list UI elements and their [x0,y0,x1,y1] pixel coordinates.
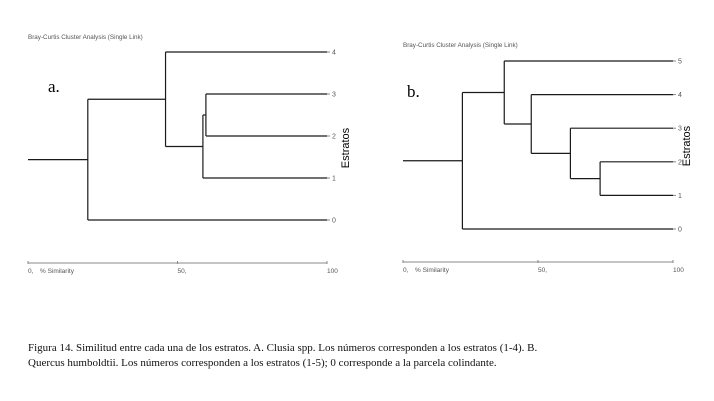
panel-b-ylabel: Estratos [681,125,693,166]
panel-a-x-tick-label: 100 [327,268,338,275]
panel-b-xlabel: % Similarity [415,267,450,274]
panel-a-leaf-label: 1 [332,176,336,183]
panel-b-leaf-label: 1 [678,193,682,200]
panel-a-leaf-label: 3 [332,92,336,99]
panel-b-leaf-label: 2 [678,159,682,166]
panel-b-x-tick-label: 50, [538,267,547,274]
panel-b-leaf-label: 4 [678,92,682,99]
figure-caption: Figura 14. Similitud entre cada una de l… [28,342,538,369]
panel-b-leaf-label: 5 [678,59,682,66]
panel-b-title: Bray-Curtis Cluster Analysis (Single Lin… [403,42,518,49]
panel-a-leaf-label: 4 [332,50,336,57]
panel-a-title: Bray-Curtis Cluster Analysis (Single Lin… [28,34,143,41]
panel-b-leaf-label: 3 [678,126,682,133]
panel-a-panel-label: a. [48,77,60,96]
panel-b-leaf-label: 0 [678,227,682,234]
panel-a-x-tick-label: 50, [178,268,187,275]
panel-b-panel-label: b. [407,82,420,101]
panel-a-x-tick-label: 0, [28,268,34,275]
panel-a-xlabel: % Similarity [40,268,75,275]
panel-b-x-tick-label: 100 [673,267,684,274]
panel-b-x-tick-label: 0, [403,267,409,274]
panel-a-ylabel: Estratos [340,127,352,168]
panel-a-leaf-label: 0 [332,218,336,225]
panel-a-leaf-label: 2 [332,134,336,141]
